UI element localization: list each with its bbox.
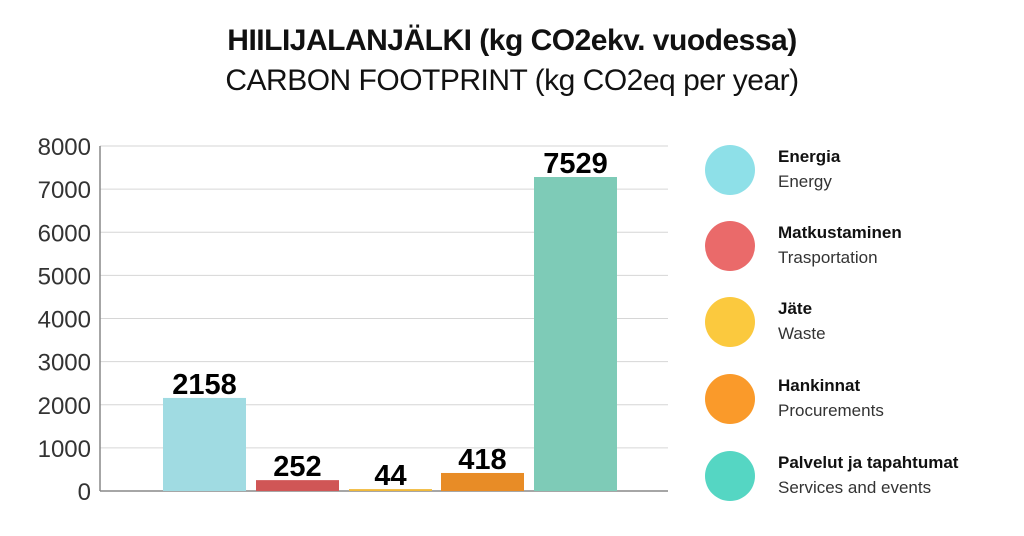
legend-label-en: Waste xyxy=(778,324,826,343)
y-tick-label: 1000 xyxy=(38,436,91,463)
legend-swatch xyxy=(705,297,755,347)
bar xyxy=(163,397,246,491)
legend-item-procurements: Hankinnat Procurements xyxy=(705,374,1015,426)
legend-item-waste: Jäte Waste xyxy=(705,297,1015,349)
legend-label-fi: Energia xyxy=(778,147,841,166)
chart-title: HIILIJALANJÄLKI (kg CO2ekv. vuodessa) xyxy=(227,24,797,57)
legend-swatch xyxy=(705,221,755,271)
legend-swatch xyxy=(705,145,755,195)
legend-item-transportation: Matkustaminen Trasportation xyxy=(705,221,1015,273)
data-label: 252 xyxy=(273,451,321,483)
legend-label-en: Services and events xyxy=(778,478,932,497)
data-label: 2158 xyxy=(172,369,237,401)
legend-label-en: Energy xyxy=(778,172,832,191)
legend-item-energy: Energia Energy xyxy=(705,145,1015,197)
data-label: 7529 xyxy=(543,148,608,180)
bar-chart: 0 1000 2000 3000 4000 5000 6000 7000 8000 2158 252… xyxy=(38,134,668,506)
y-tick-label: 4000 xyxy=(38,307,91,334)
legend-label-fi: Jäte xyxy=(778,299,813,318)
bar xyxy=(534,177,617,491)
bar xyxy=(349,489,432,491)
legend-item-services: Palvelut ja tapahtumat Services and even… xyxy=(705,451,1015,503)
data-label: 418 xyxy=(458,444,506,476)
y-tick-label: 7000 xyxy=(38,177,91,204)
legend-label-en: Trasportation xyxy=(778,248,878,267)
legend-label-fi: Matkustaminen xyxy=(778,223,902,242)
legend-swatch xyxy=(705,451,755,501)
legend-label-en: Procurements xyxy=(778,401,884,420)
y-tick-label: 3000 xyxy=(38,350,91,377)
y-tick-label: 6000 xyxy=(38,220,91,247)
y-tick-label: 0 xyxy=(78,479,91,506)
bar xyxy=(256,480,339,491)
legend-label-fi: Hankinnat xyxy=(778,376,861,395)
legend-label-fi: Palvelut ja tapahtumat xyxy=(778,453,959,472)
y-tick-label: 8000 xyxy=(38,134,91,161)
bar xyxy=(441,472,524,491)
legend-swatch xyxy=(705,374,755,424)
y-tick-label: 2000 xyxy=(38,393,91,420)
y-tick-label: 5000 xyxy=(38,263,91,290)
data-label: 44 xyxy=(374,460,406,492)
chart-subtitle: CARBON FOOTPRINT (kg CO2eq per year) xyxy=(225,64,799,97)
